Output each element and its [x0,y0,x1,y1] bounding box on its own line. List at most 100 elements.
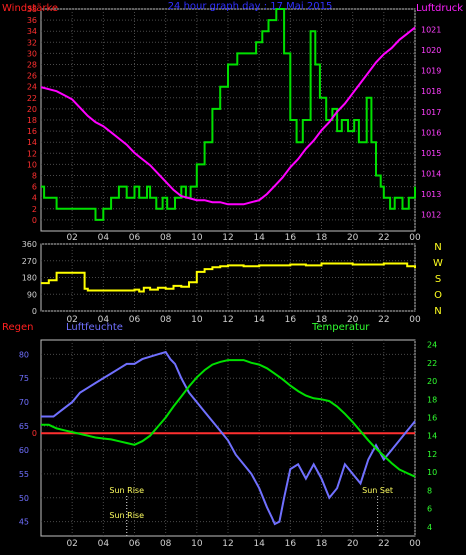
wind-pressure-grid [41,8,416,231]
x-tick-label: 06 [129,233,141,243]
humidity-tick-label: 75 [19,374,29,383]
temperature-tick-label: 4 [427,523,432,532]
pressure-tick-label: 1015 [421,149,441,158]
wind-tick-label: 26 [27,72,37,81]
x-tick-label: 08 [160,233,172,243]
wind-tick-label: 8 [32,172,37,181]
wind-tick-label: 30 [27,49,37,58]
x-tick-label: 22 [378,233,389,243]
x-tick-label: 00 [409,539,421,549]
x-tick-label: 18 [316,315,328,325]
rain-axis-label: Regen [2,322,34,333]
wind-tick-label: 4 [32,194,37,203]
temperature-tick-label: 24 [427,341,437,350]
x-tick-label: 10 [191,233,203,243]
temperature-tick-label: 22 [427,359,437,368]
pressure-tick-label: 1013 [421,190,441,199]
humidity-tick-label: 60 [19,446,29,455]
compass-label: N [434,306,441,317]
temperature-tick-label: 20 [427,377,437,386]
humidity-tick-label: 55 [19,470,29,479]
pressure-tick-label: 1020 [421,46,441,55]
wind-pressure-tick-labels: 0246810121416182022242628303234363810121… [27,5,442,243]
climate-tick-labels: 45 50 55 60 65 70 75 80 4 6 8 10 12 14 16 18 20 22 24 0 02 04… [19,341,437,549]
x-tick-label: 14 [253,315,265,325]
temperature-tick-label: 18 [427,395,437,404]
x-tick-label: 04 [98,233,110,243]
x-tick-label: 14 [253,539,265,549]
compass-label: S [435,274,441,285]
temperature-axis-label: Temperatur [311,322,370,333]
sun-event-label: Sun Rise [109,511,144,520]
x-tick-label: 08 [160,315,172,325]
direction-tick-label: 360 [22,240,37,249]
pressure-tick-label: 1017 [421,108,441,117]
x-tick-label: 08 [160,539,172,549]
x-tick-label: 02 [66,315,77,325]
wind-direction-line [41,262,416,293]
x-tick-label: 20 [347,539,359,549]
pressure-tick-label: 1019 [421,67,441,76]
chart-title: 24 hour graph day : 17 Mai 2015 [168,1,333,12]
wind-tick-label: 20 [27,105,37,114]
x-tick-label: 06 [129,315,141,325]
x-tick-label: 12 [222,539,233,549]
humidity-tick-label: 50 [19,494,29,503]
rain-tick-label: 0 [32,429,37,438]
x-tick-label: 14 [253,233,265,243]
x-tick-label: 16 [285,315,297,325]
temperature-tick-label: 8 [427,486,432,495]
wind-tick-label: 16 [27,127,37,136]
wind-tick-label: 18 [27,116,37,125]
pressure-tick-label: 1014 [421,169,441,178]
x-tick-label: 12 [222,233,233,243]
wind-tick-label: 34 [27,27,37,36]
temperature-tick-label: 14 [427,432,437,441]
pressure-tick-label: 1018 [421,87,441,96]
wind-tick-label: 22 [27,94,37,103]
direction-tick-label: 180 [22,274,37,283]
direction-tick-label: 270 [22,257,37,266]
wind-tick-label: 32 [27,38,37,47]
humidity-tick-label: 80 [19,350,29,359]
x-tick-label: 10 [191,315,203,325]
wind-tick-label: 12 [27,149,37,158]
x-tick-label: 10 [191,539,203,549]
wind-tick-label: 0 [32,216,37,225]
temperature-tick-label: 6 [427,505,432,514]
sun-event-label: Sun Rise [109,486,144,495]
temperature-tick-label: 12 [427,450,437,459]
x-tick-label: 20 [347,233,359,243]
wind-pressure-series [40,8,416,221]
humidity-line [41,350,416,526]
humidity-tick-label: 70 [19,398,29,407]
humidity-tick-label: 45 [19,518,29,527]
x-tick-label: 12 [222,315,233,325]
wind-pressure-chart: 0246810121416182022242628303234363810121… [2,1,463,243]
wind-tick-label: 14 [27,138,37,147]
climate-grid [41,340,416,536]
x-tick-label: 18 [316,233,328,243]
humidity-axis-label: Luftfeuchte [66,322,123,333]
x-tick-label: 18 [316,539,328,549]
wind-axis-label: Windstärke [2,3,58,14]
x-tick-label: 04 [98,539,110,549]
temperature-tick-label: 16 [427,413,437,422]
humidity-tick-label: 65 [19,422,29,431]
sun-event-label: Sun Set [362,486,393,495]
wind-tick-label: 38 [27,5,37,14]
rain-humidity-temperature-chart: 45 50 55 60 65 70 75 80 4 6 8 10 12 14 16 18 20 22 24 0 02 04… [2,322,437,549]
wind-tick-label: 24 [27,83,37,92]
wind-tick-label: 36 [27,16,37,25]
wind-speed-line [41,8,416,221]
pressure-tick-label: 1012 [421,211,441,220]
wind-tick-label: 28 [27,61,37,70]
x-tick-label: 00 [409,233,421,243]
compass-label: W [433,258,443,269]
x-tick-label: 02 [66,539,77,549]
x-tick-label: 00 [409,315,421,325]
pressure-line [40,26,416,206]
